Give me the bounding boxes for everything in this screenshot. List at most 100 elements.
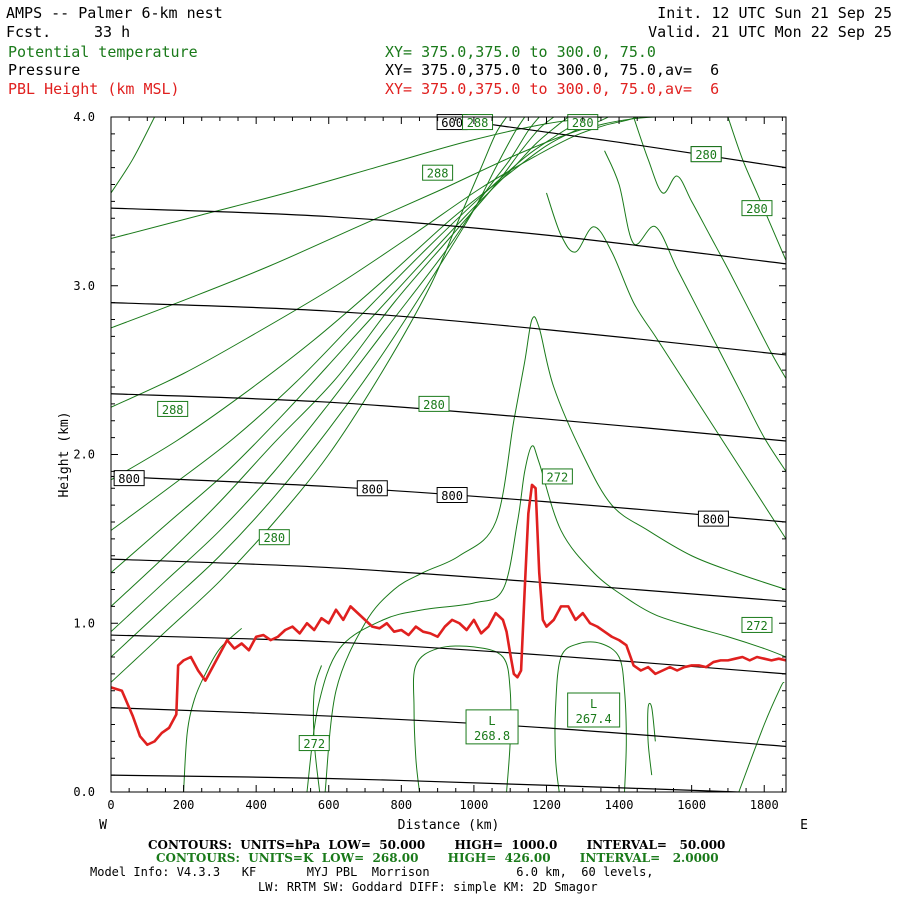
theta-label-1: 280: [572, 116, 594, 130]
low-center-box-1: [567, 692, 621, 728]
east-label: E: [800, 818, 808, 833]
theta-contour-14: [546, 192, 786, 540]
theta-label-6-box: [418, 395, 450, 412]
theta-label-3-box: [690, 146, 722, 163]
x-tick-label-2: 400: [245, 798, 267, 812]
theta-label-8-box: [258, 529, 290, 546]
theta-contour-0: [111, 117, 507, 683]
theta-contour-20: [647, 702, 656, 776]
footer-model-info-2: LW: RRTM SW: Goddard DIFF: simple KM: 2D…: [258, 880, 598, 894]
y-tick-label-0: 0.0: [73, 785, 95, 799]
x-tick-label-1: 200: [173, 798, 195, 812]
footer-model-info: Model Info: V4.3.3 KF MYJ PBL Morrison 6…: [90, 865, 654, 879]
west-label: W: [99, 818, 107, 833]
theta-contour-3: [111, 117, 555, 607]
y-tick-label-4: 4.0: [73, 110, 95, 124]
theta-contour-4: [111, 117, 569, 574]
y-tick-label-3: 3.0: [73, 279, 95, 293]
theta-label-9: 272: [746, 619, 768, 633]
theta-label-7: 272: [547, 470, 569, 484]
theta-contour-7: [111, 117, 638, 408]
field-xy-theta: XY= 375.0,375.0 to 300.0, 75.0: [385, 43, 656, 61]
pressure-contour-0: [111, 774, 756, 792]
valid-time: Valid. 21 UTC Mon 22 Sep 25: [648, 23, 892, 41]
theta-contour-13: [324, 316, 786, 792]
theta-label-0: 288: [467, 116, 489, 130]
low-center-value-0: 268.8: [474, 729, 510, 743]
theta-label-0-box: [462, 114, 494, 131]
field-name-theta: Potential temperature: [8, 43, 198, 61]
y-axis-label: Height (km): [57, 411, 72, 497]
theta-contour-22: [312, 665, 322, 792]
field-xy-pressure: XY= 375.0,375.0 to 300.0, 75.0,av= 6: [385, 61, 720, 79]
pressure-label-0: 800: [118, 472, 140, 486]
x-tick-label-4: 800: [390, 798, 412, 812]
theta-contour-5: [111, 117, 587, 531]
theta-contour-16: [633, 117, 786, 379]
init-time: Init. 12 UTC Sun 21 Sep 25: [657, 4, 892, 22]
theta-label-2-box: [422, 164, 454, 181]
low-center-value-1: 267.4: [576, 712, 612, 726]
pressure-contour-1: [111, 707, 786, 748]
y-tick-label-1: 1.0: [73, 616, 95, 630]
pressure-label-0-box: [113, 470, 145, 487]
theta-contour-17: [727, 117, 786, 261]
theta-label-10: 272: [303, 737, 325, 751]
field-xy-pbl: XY= 375.0,375.0 to 300.0, 75.0,av= 6: [385, 80, 720, 98]
low-center-letter-0: L: [488, 714, 495, 728]
theta-label-4-box: [741, 200, 773, 217]
theta-label-8: 280: [263, 531, 285, 545]
forecast-hours: 33 h: [94, 23, 131, 41]
theta-contour-2: [111, 117, 540, 633]
theta-contour-1: [111, 117, 526, 658]
theta-contour-11: [183, 627, 242, 792]
field-name-pbl: PBL Height (km MSL): [8, 80, 180, 98]
theta-label-1-box: [567, 114, 599, 131]
x-tick-label-8: 1600: [677, 798, 706, 812]
low-center-box-0: [465, 709, 519, 745]
x-tick-label-0: 0: [107, 798, 114, 812]
x-tick-label-3: 600: [318, 798, 340, 812]
plot-frame: [110, 116, 787, 793]
theta-contour-8: [111, 117, 667, 329]
theta-label-5-box: [157, 400, 189, 417]
theta-label-2: 288: [427, 167, 449, 181]
field-name-pressure: Pressure: [8, 61, 81, 79]
theta-contour-15: [604, 150, 786, 472]
theta-label-9-box: [741, 616, 773, 633]
pressure-label-1: 800: [361, 482, 383, 496]
forecast-label: Fcst.: [6, 23, 52, 41]
theta-contour-10: [111, 117, 155, 194]
footer-contours-hpa: CONTOURS: UNITS=hPa LOW= 50.000 HIGH= 10…: [148, 838, 726, 852]
pbl-height-line: [111, 483, 786, 747]
theta-label-5: 288: [162, 403, 184, 417]
pressure-label-3: 800: [703, 513, 725, 527]
theta-label-4: 280: [746, 202, 768, 216]
x-tick-label-5: 1000: [459, 798, 488, 812]
pressure-label-3-box: [697, 510, 729, 527]
theta-label-6: 280: [423, 398, 445, 412]
pressure-label-4: 600: [441, 116, 463, 130]
pressure-label-1-box: [356, 480, 388, 497]
theta-contour-21: [738, 681, 785, 792]
x-tick-label-6: 1200: [532, 798, 561, 812]
pressure-label-2-box: [436, 487, 468, 503]
theta-contour-12: [306, 445, 786, 792]
theta-label-3: 280: [695, 148, 717, 162]
footer-contours-k: CONTOURS: UNITS=K LOW= 268.00 HIGH= 426.…: [156, 851, 719, 865]
low-center-letter-1: L: [590, 697, 597, 711]
theta-contour-6: [111, 117, 609, 481]
y-tick-label-2: 2.0: [73, 448, 95, 462]
x-axis-label: Distance (km): [398, 818, 500, 833]
theta-contour-9: [111, 117, 692, 239]
pressure-contour-3: [111, 558, 786, 602]
pressure-contour-7: [111, 207, 786, 265]
theta-contour-19: [554, 641, 627, 792]
theta-label-10-box: [298, 735, 330, 752]
x-tick-label-7: 1400: [605, 798, 634, 812]
x-tick-label-9: 1800: [750, 798, 779, 812]
pressure-contour-6: [111, 302, 786, 356]
theta-label-7-box: [541, 468, 573, 485]
pressure-label-2: 800: [441, 489, 463, 503]
